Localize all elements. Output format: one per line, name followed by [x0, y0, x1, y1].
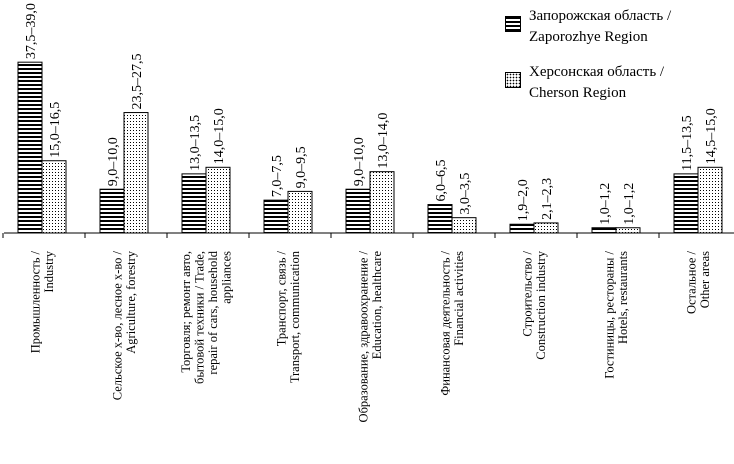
category-label-1: Промышленность / Industry [28, 250, 56, 353]
legend-label-zaporozhye-en: Zaporozhye Region [529, 29, 648, 45]
bar-zaporozhye-5 [345, 188, 371, 234]
value-label-zaporozhye-6: 6,0–6,5 [434, 160, 449, 202]
category-label-line: Agriculture, forestry [124, 250, 138, 353]
category-labels: Промышленность / Industry Сельское х-во, л… [28, 250, 712, 422]
legend-item-zaporozhye: Запорожская область / Zaporozhye Region [497, 6, 729, 62]
legend-label-cherson: Херсонская область / Cherson Region [529, 62, 664, 104]
category-label-9: Остальное / Other areas [684, 250, 712, 314]
category-label-line: Торговля; ремонт авто, [179, 251, 193, 373]
value-label-cherson-1: 15,0–16,5 [48, 102, 63, 158]
legend-label-cherson-en: Cherson Region [529, 85, 627, 101]
category-label-line: repair of cars, household [206, 250, 220, 374]
category-label-2: Сельское х-во, лесное х-во / Agriculture,… [110, 250, 138, 400]
bar-cherson-7 [533, 222, 559, 234]
category-label-line: Construction industry [534, 250, 548, 359]
category-label-line: Hotels, restaurants [616, 251, 630, 344]
bar-zaporozhye-3 [181, 173, 207, 234]
value-label-zaporozhye-2: 9,0–10,0 [106, 137, 121, 186]
legend-label-zaporozhye: Запорожская область / Zaporozhye Region [529, 6, 671, 48]
value-label-zaporozhye-9: 11,5–13,5 [680, 115, 695, 170]
value-label-zaporozhye-3: 13,0–13,5 [188, 115, 203, 171]
category-label-line: Transport, communication [288, 250, 302, 383]
category-label-line: appliances [219, 251, 233, 304]
value-label-cherson-2: 23,5–27,5 [130, 54, 145, 110]
value-label-cherson-7: 2,1–2,3 [540, 178, 555, 220]
category-label-line: Industry [42, 250, 56, 292]
value-labels: 37,5–39,0 15,0–16,5 9,0–10,0 23,5–27,5 13,0–… [24, 3, 719, 225]
legend-item-cherson: Херсонская область / Cherson Region [497, 62, 729, 118]
category-label-8: Гостиницы, рестораны / Hotels, restaurant… [602, 250, 630, 378]
bar-cherson-9 [697, 166, 723, 234]
bar-cherson-2 [123, 112, 149, 234]
legend-swatch-zaporozhye [505, 16, 521, 32]
bar-cherson-8 [615, 227, 641, 234]
category-label-line: Образование, здравоохранение / [356, 250, 370, 422]
category-label-4: Транспорт, связь / Transport, communicati… [274, 250, 302, 383]
category-label-7: Строительство / Construction industry [520, 250, 548, 359]
bar-zaporozhye-4 [263, 199, 289, 234]
bar-zaporozhye-7 [509, 223, 535, 234]
category-label-line: Education, healthcare [370, 251, 384, 360]
value-label-cherson-4: 9,0–9,5 [294, 146, 309, 188]
value-label-zaporozhye-5: 9,0–10,0 [352, 137, 367, 186]
value-label-zaporozhye-8: 1,0–1,2 [598, 183, 613, 225]
value-label-cherson-6: 3,0–3,5 [458, 173, 473, 215]
value-label-cherson-5: 13,0–14,0 [376, 113, 391, 169]
bar-cherson-6 [451, 217, 477, 234]
value-label-zaporozhye-1: 37,5–39,0 [24, 3, 39, 59]
value-label-zaporozhye-4: 7,0–7,5 [270, 155, 285, 197]
category-label-line: Сельское х-во, лесное х-во / [110, 250, 124, 400]
legend-label-zaporozhye-ru: Запорожская область / [529, 8, 672, 24]
category-label-6: Финансовая деятельность / Financial activ… [438, 250, 466, 395]
legend: Запорожская область / Zaporozhye Region … [497, 6, 729, 118]
bars [17, 61, 723, 234]
category-label-line: Транспорт, связь / [274, 250, 288, 346]
bar-cherson-4 [287, 190, 313, 234]
bar-zaporozhye-1 [17, 61, 43, 234]
bar-zaporozhye-8 [591, 227, 617, 234]
category-label-line: Остальное / [684, 250, 698, 314]
value-label-zaporozhye-7: 1,9–2,0 [516, 179, 531, 221]
category-label-line: Other areas [698, 251, 712, 308]
axes [2, 232, 734, 238]
bar-cherson-5 [369, 171, 395, 234]
value-label-cherson-9: 14,5–15,0 [704, 108, 719, 164]
category-label-line: Строительство / [520, 250, 534, 336]
category-label-line: Financial activities [452, 251, 466, 346]
category-label-5: Образование, здравоохранение / Education,… [356, 250, 384, 422]
bar-zaporozhye-9 [673, 173, 699, 234]
legend-label-cherson-ru: Херсонская область / [529, 64, 665, 80]
category-label-line: Финансовая деятельность / [438, 250, 452, 395]
bar-cherson-3 [205, 166, 231, 234]
category-label-line: Промышленность / [28, 250, 42, 353]
category-label-line: Гостиницы, рестораны / [602, 250, 616, 378]
legend-swatch-cherson [505, 72, 521, 88]
bar-zaporozhye-6 [427, 204, 453, 234]
category-label-line: бытовой техники / Trade, [192, 251, 206, 384]
value-label-cherson-3: 14,0–15,0 [212, 108, 227, 164]
category-label-3: Торговля; ремонт авто, бытовой техники / … [179, 250, 234, 384]
value-label-cherson-8: 1,0–1,2 [622, 183, 637, 225]
bar-cherson-1 [41, 160, 67, 234]
bar-zaporozhye-2 [99, 188, 125, 234]
